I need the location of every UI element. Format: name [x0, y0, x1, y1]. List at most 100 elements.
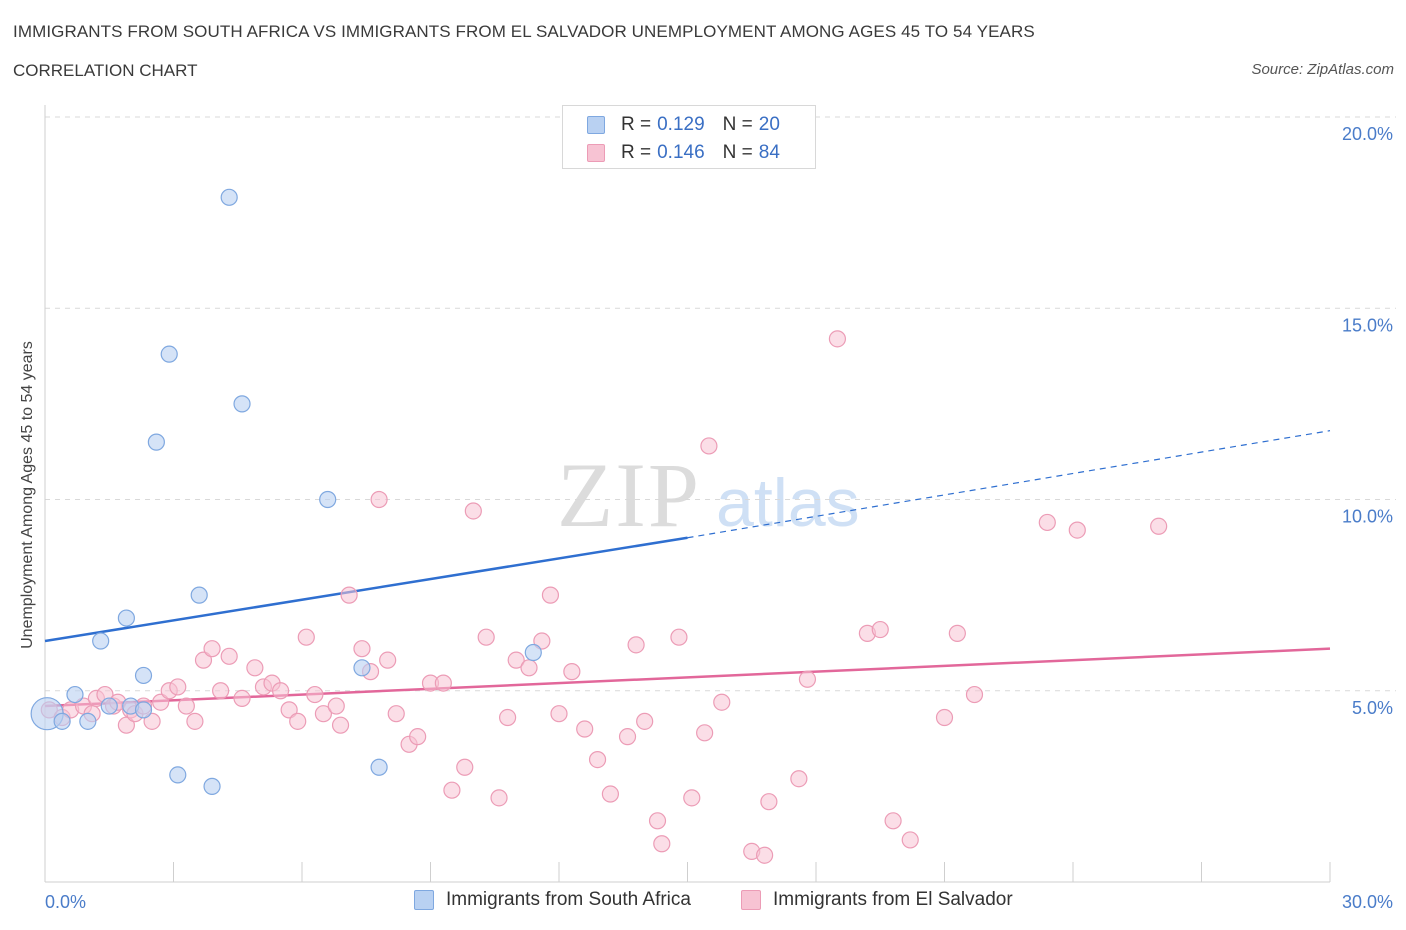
el-salvador-point — [340, 586, 358, 604]
el-salvador-point — [965, 685, 984, 704]
y-tick-label: 15.0% — [1342, 315, 1393, 335]
el-salvador-point — [541, 586, 560, 604]
el-salvador-point — [636, 712, 654, 730]
el-salvador-point — [370, 490, 388, 509]
el-salvador-point — [1038, 513, 1056, 532]
zipatlas-watermark: ZIP atlas — [557, 444, 860, 546]
el-salvador-point — [576, 720, 594, 738]
el-salvador-point — [755, 846, 774, 864]
series-name-el-salvador: Immigrants from El Salvador — [773, 889, 1013, 910]
south-africa-point — [117, 609, 135, 627]
south-africa-point — [203, 777, 221, 795]
south-africa-point — [233, 395, 251, 413]
chart-title: IMMIGRANTS FROM SOUTH AFRICA VS IMMIGRAN… — [13, 22, 1035, 41]
south-africa-point — [524, 643, 542, 662]
el-salvador-point — [871, 620, 889, 639]
south-africa-trend-extension — [687, 430, 1331, 539]
data-points — [30, 188, 1168, 864]
el-salvador-point — [618, 728, 637, 746]
source-label: Source: ZipAtlas.com — [1251, 61, 1394, 78]
watermark-atlas: atlas — [716, 465, 860, 541]
el-salvador-point — [798, 670, 817, 688]
el-salvador-point — [456, 758, 474, 776]
y-tick-label: 10.0% — [1342, 507, 1393, 527]
el-salvador-point — [1150, 517, 1168, 535]
el-salvador-point — [409, 728, 427, 746]
legend-n-value: 84 — [758, 142, 780, 163]
el-salvador-point — [601, 785, 620, 803]
el-salvador-trend-line — [44, 647, 1331, 708]
legend-r-label: R = — [621, 142, 652, 163]
legend-n-label: N = — [722, 142, 753, 163]
el-salvador-point — [713, 693, 731, 711]
el-salvador-point — [186, 712, 204, 730]
legend-row-south-africa: R = 0.129 N = 20 — [587, 114, 780, 136]
series-legend-el-salvador[interactable]: Immigrants from El Salvador — [741, 889, 1013, 911]
watermark-zip: ZIP — [557, 444, 701, 546]
trend-lines — [44, 430, 1331, 708]
el-salvador-point — [203, 640, 221, 658]
el-salvador-point — [563, 663, 581, 681]
el-salvador-point — [670, 628, 688, 646]
y-tick-label: 20.0% — [1342, 124, 1393, 144]
south-africa-point — [92, 632, 110, 650]
el-salvador-point — [884, 812, 902, 830]
series-swatch-blue — [414, 890, 434, 910]
el-salvador-point — [271, 682, 290, 700]
el-salvador-point — [499, 708, 517, 727]
el-salvador-point — [948, 624, 966, 642]
south-africa-point — [147, 433, 165, 451]
south-africa-point — [66, 685, 84, 704]
el-salvador-point — [653, 835, 671, 853]
el-salvador-point — [379, 651, 397, 669]
legend-row-el-salvador: R = 0.146 N = 84 — [587, 142, 780, 164]
el-salvador-point — [700, 437, 718, 455]
el-salvador-point — [177, 697, 195, 715]
south-africa-point — [160, 345, 178, 363]
series-legend: Immigrants from South Africa Immigrants … — [0, 889, 1406, 915]
axes — [44, 105, 1331, 883]
el-salvador-point — [194, 651, 213, 669]
el-salvador-point — [790, 770, 808, 788]
south-africa-point — [319, 490, 337, 509]
el-salvador-point — [443, 781, 461, 799]
el-salvador-point — [306, 685, 324, 704]
south-africa-point — [134, 666, 153, 685]
south-africa-point — [353, 659, 371, 677]
legend-swatch-blue — [587, 116, 605, 134]
el-salvador-point — [169, 678, 187, 696]
el-salvador-point — [233, 689, 251, 708]
el-salvador-point — [434, 674, 452, 692]
series-legend-south-africa[interactable]: Immigrants from South Africa — [414, 889, 691, 911]
el-salvador-point — [935, 708, 954, 727]
legend-r-label: R = — [621, 114, 652, 135]
el-salvador-point — [143, 712, 161, 730]
el-salvador-point — [627, 636, 645, 654]
el-salvador-point — [477, 628, 495, 646]
el-salvador-point — [297, 628, 315, 646]
y-tick-label: 5.0% — [1352, 698, 1393, 718]
el-salvador-point — [550, 705, 568, 723]
el-salvador-point — [490, 789, 508, 807]
south-africa-point — [169, 766, 187, 784]
el-salvador-point — [533, 632, 551, 650]
legend-n-label: N = — [722, 114, 753, 135]
tick-labels: 5.0% 10.0% 15.0% 20.0% 0.0% 30.0% — [45, 124, 1393, 912]
legend-r-value: 0.129 — [657, 114, 705, 135]
el-salvador-point — [212, 682, 230, 700]
el-salvador-point — [464, 502, 482, 520]
south-africa-point — [370, 758, 388, 776]
el-salvador-point — [289, 712, 307, 730]
el-salvador-point — [1068, 521, 1086, 539]
el-salvador-point — [152, 693, 170, 711]
el-salvador-point — [331, 716, 350, 734]
el-salvador-point — [387, 705, 405, 723]
x-tick-label: 30.0% — [1342, 892, 1393, 912]
legend-n-value: 20 — [758, 114, 780, 135]
legend-swatch-pink — [587, 144, 605, 162]
el-salvador-point — [246, 659, 264, 677]
el-salvador-point — [683, 789, 701, 807]
el-salvador-point — [507, 651, 525, 669]
south-africa-point — [53, 712, 71, 730]
